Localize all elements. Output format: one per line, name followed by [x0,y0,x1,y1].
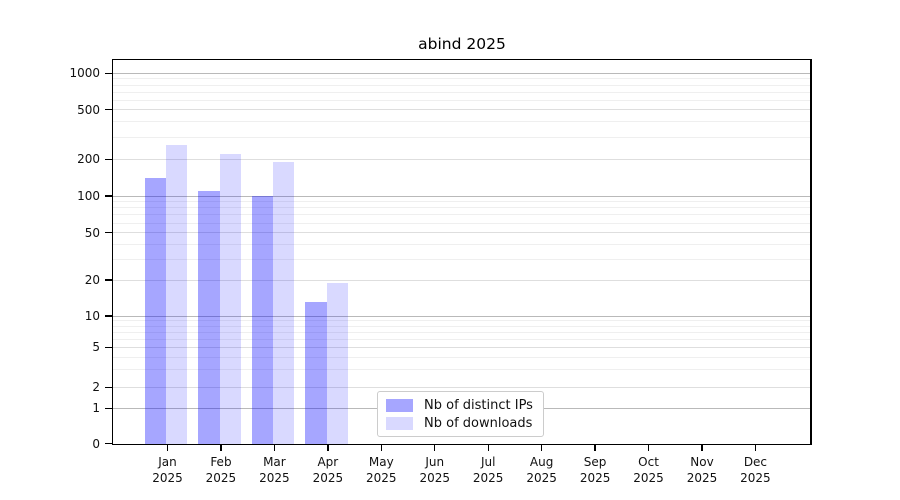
x-axis-tick [327,445,329,451]
y-axis-tick-label: 50 [84,225,100,240]
bar-feb-downloads [219,154,241,444]
plot-area [113,60,810,444]
x-axis-tick-label: Jul 2025 [472,455,504,485]
gridline [113,109,810,111]
minor-gridline [113,369,810,371]
y-axis-tick-label: 1 [92,401,100,416]
axis-spine-top [111,58,812,60]
bar-feb-distinct-ips [198,190,220,444]
bar-mar-downloads [273,162,295,444]
major-gridline [113,195,810,197]
legend-row-distinct-ips: Nb of distinct IPs [386,398,535,413]
minor-gridline [113,201,810,203]
bar-mar-distinct-ips [251,196,274,444]
x-axis-tick [754,445,757,451]
axis-spine-bottom [111,443,812,445]
chart-title: abind 2025 [418,35,506,53]
x-axis-tick [594,445,596,451]
x-axis-tick-label: Mar 2025 [259,455,290,485]
y-axis-tick-label: 500 [77,102,100,117]
y-axis-tick [104,279,112,281]
y-axis-tick [104,315,112,317]
x-axis-tick [434,445,436,451]
minor-gridline [113,84,810,86]
minor-gridline [113,331,810,333]
x-axis-tick-label: Sep 2025 [579,455,611,485]
minor-gridline [113,320,810,322]
minor-gridline [113,99,810,101]
x-axis-tick-label: Dec 2025 [740,455,771,485]
y-axis-tick [104,407,112,409]
axis-spine-right [810,58,812,445]
y-axis-tick-label: 1000 [69,66,100,81]
y-axis-tick-label: 10 [84,309,100,323]
legend-row-downloads: Nb of downloads [386,416,535,431]
minor-gridline [113,338,810,340]
legend-label-downloads: Nb of downloads [424,416,533,431]
y-axis-tick [104,386,112,388]
gridline [113,386,810,388]
minor-gridline [113,91,810,93]
y-axis-tick-label: 5 [92,340,100,355]
y-axis-tick-label: 200 [77,152,100,167]
x-axis-tick-label: Nov 2025 [686,455,718,485]
x-axis-tick-label: Jun 2025 [419,455,451,485]
legend-label-distinct-ips: Nb of distinct IPs [424,398,533,413]
legend-swatch-distinct-ips-icon [386,399,413,412]
y-axis-tick [104,346,112,348]
y-axis-tick-label: 100 [77,189,100,203]
legend-swatch-downloads-icon [386,417,413,430]
gridline [113,158,810,160]
x-axis-tick-label: Aug 2025 [526,455,557,485]
bar-jan-distinct-ips [145,178,167,444]
x-axis-tick [701,445,703,451]
major-gridline [113,72,810,74]
major-gridline [113,315,810,317]
minor-gridline [113,136,810,138]
y-axis-tick-label: 2 [92,380,100,395]
y-axis-tick [104,72,112,74]
bar-jan-downloads [166,145,188,444]
axis-spine-left [111,58,113,445]
minor-gridline [113,207,810,209]
minor-gridline [113,222,810,224]
x-axis-tick [273,445,276,451]
x-axis-tick-label: Jan 2025 [152,455,183,485]
minor-gridline [113,258,810,260]
y-axis-tick [104,232,112,234]
x-axis-tick [487,445,489,451]
y-axis-tick-label: 0 [92,436,100,451]
y-axis-tick [104,195,112,197]
x-axis-tick-label: Feb 2025 [205,455,237,485]
x-axis-tick [540,445,543,451]
x-axis-tick-label: Oct 2025 [633,455,664,485]
minor-gridline [113,325,810,327]
gridline [113,346,810,348]
bar-apr-distinct-ips [305,302,327,444]
y-axis-tick [104,109,112,111]
y-axis-tick [104,158,112,160]
legend: Nb of distinct IPs Nb of downloads [377,391,544,437]
y-axis-tick [104,442,112,445]
minor-gridline [113,356,810,358]
y-axis-tick-label: 20 [84,273,100,287]
x-axis-tick [647,445,650,451]
x-axis-tick-label: May 2025 [366,455,397,485]
x-axis-tick-label: Apr 2025 [312,455,344,485]
minor-gridline [113,214,810,216]
gridline [113,279,810,281]
x-axis-tick [220,445,222,451]
minor-gridline [113,78,810,80]
gridline [113,232,810,234]
x-axis-tick [166,445,169,451]
minor-gridline [113,121,810,123]
bar-apr-downloads [326,282,348,444]
x-axis-tick [380,445,382,451]
minor-gridline [113,243,810,245]
